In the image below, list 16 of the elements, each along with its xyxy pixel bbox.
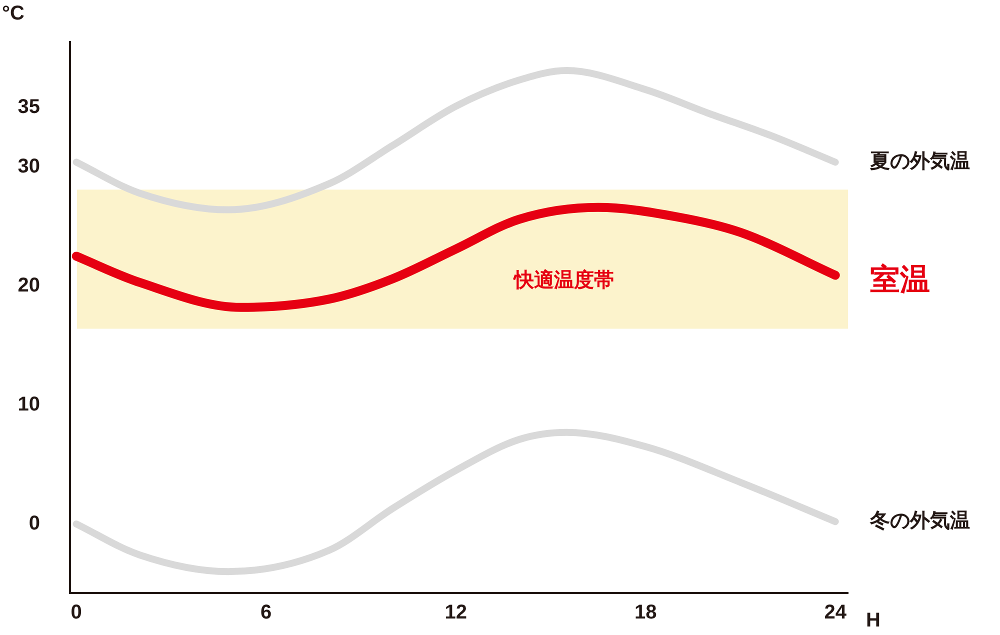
x-tick-label: 24	[824, 602, 848, 624]
x-tick-label: 18	[634, 602, 657, 624]
y-tick-label: 20	[18, 274, 40, 296]
series-label: 夏の外気温	[869, 150, 970, 173]
series-label: 室温	[870, 262, 930, 297]
series-label: 冬の外気温	[869, 510, 970, 532]
x-tick-label: 6	[260, 602, 272, 624]
x-axis-title: H	[866, 610, 880, 632]
y-tick-label: 0	[28, 512, 40, 534]
band-label: 快適温度帯	[512, 268, 614, 292]
y-axis-title: °C	[2, 2, 24, 25]
y-tick-label: 35	[18, 96, 40, 118]
y-tick-label: 10	[18, 393, 40, 416]
x-tick-label: 0	[70, 602, 82, 624]
x-tick-label: 12	[444, 602, 467, 624]
y-tick-label: 30	[18, 155, 40, 178]
